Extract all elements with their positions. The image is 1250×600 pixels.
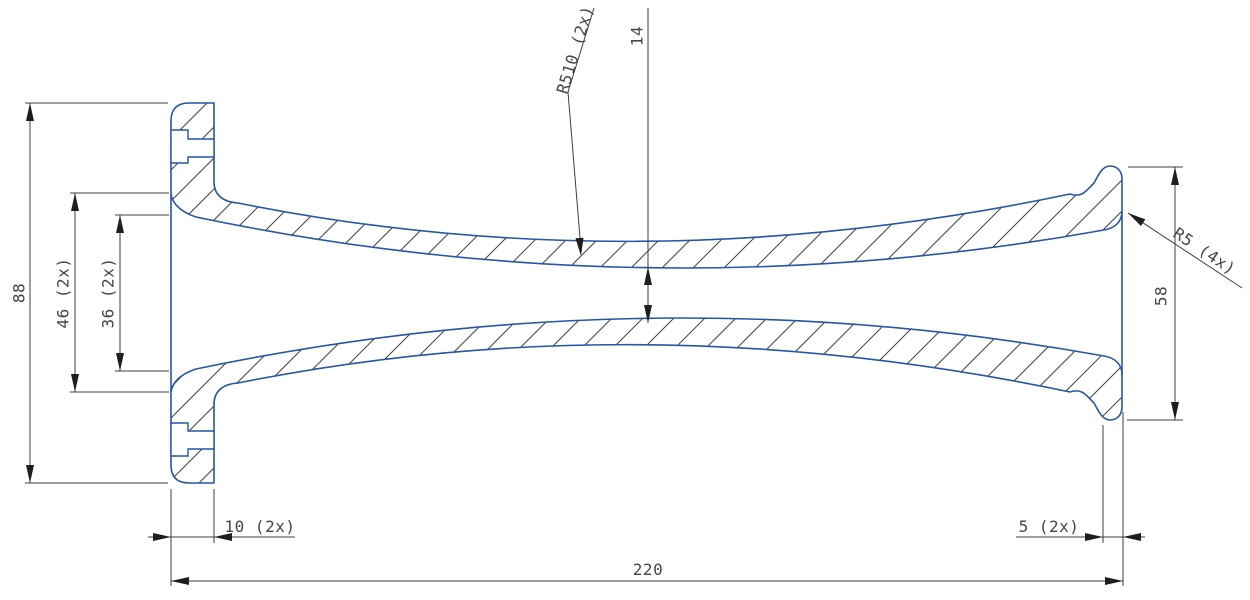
arrowhead [71, 374, 79, 392]
dim-36: 36 (2x) [99, 214, 169, 372]
dim-label-88: 88 [10, 283, 29, 303]
dim-220: 220 [171, 560, 1123, 585]
leader-r5: R5 (4x) [1127, 212, 1243, 289]
dim-58: 58 [1127, 166, 1183, 421]
dim-label-5: 5 (2x) [1019, 517, 1080, 536]
arrowhead [71, 193, 79, 211]
dim-label-220: 220 [633, 560, 663, 579]
arrowhead [116, 215, 124, 233]
leader-r510: R510 (2x) [553, 3, 598, 256]
arrowhead [1123, 533, 1141, 541]
dim-label-10: 10 (2x) [225, 517, 296, 536]
dim-label-14: 14 [628, 26, 647, 46]
leader-line [567, 7, 595, 251]
flange-hole-top [170, 129, 215, 164]
arrowhead [26, 103, 34, 121]
arrowhead [1128, 213, 1146, 226]
dim-label-r5: R5 (4x) [1170, 224, 1240, 279]
arrowhead [214, 533, 232, 541]
dim-label-46: 46 (2x) [54, 258, 73, 329]
dim-10: 10 (2x) [148, 489, 295, 586]
leader-line [1127, 212, 1243, 289]
arrowhead [1171, 167, 1179, 185]
part-section-top [170, 102, 1123, 269]
part-geometry [170, 102, 1123, 484]
arrowhead [1105, 577, 1123, 585]
arrowhead [1085, 533, 1103, 541]
dim-14: 14 [628, 8, 652, 323]
dim-label-r510: R510 (2x) [553, 3, 598, 96]
arrowhead [1171, 402, 1179, 420]
arrowhead [153, 533, 171, 541]
dim-88: 88 [10, 102, 168, 484]
flange-hole-bottom [170, 422, 215, 457]
part-section-bottom [170, 317, 1123, 484]
dim-label-58: 58 [1152, 286, 1171, 306]
dim-label-36: 36 (2x) [99, 258, 118, 329]
dim-5: 5 (2x) [1016, 412, 1145, 586]
arrowhead [644, 305, 652, 323]
arrowhead [171, 577, 189, 585]
arrowhead [26, 465, 34, 483]
arrowhead [644, 267, 652, 285]
arrowhead [575, 237, 584, 256]
dim-46: 46 (2x) [54, 192, 169, 393]
arrowhead [116, 353, 124, 371]
